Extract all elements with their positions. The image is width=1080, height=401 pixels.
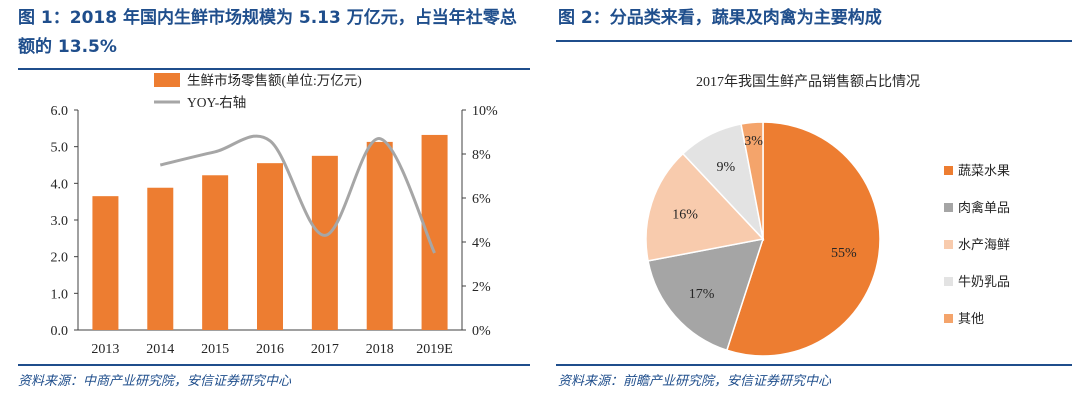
y-left-tick-label: 4.0: [51, 177, 69, 192]
pie-slice: [645, 152, 765, 262]
pie-value-label: 55%: [831, 246, 857, 261]
figure-1-top-rule: [18, 68, 530, 70]
bar: [257, 163, 283, 330]
pie-title: 2017年我国生鲜产品销售额占比情况: [696, 74, 920, 90]
legend-line-label: YOY-右轴: [187, 95, 246, 110]
bar: [202, 175, 229, 330]
y-right-tick-label: 4%: [472, 236, 491, 251]
x-tick-label: 2016: [256, 342, 284, 357]
bar: [366, 141, 393, 330]
y-right-tick-label: 2%: [472, 280, 491, 295]
legend-bar-label: 生鲜市场零售额(单位:万亿元): [187, 72, 362, 88]
pie-chart: 2017年我国生鲜产品销售额占比情况 55% 17% 16% 9% 3% 蔬菜水果肉禽单品水…: [645, 74, 1010, 357]
pie-legend-label: 肉禽单品: [958, 200, 1010, 215]
y-left-tick-label: 1.0: [51, 287, 69, 302]
y-right-tick-label: 10%: [472, 104, 498, 119]
figure-1-bottom-rule: [18, 364, 530, 366]
pie-legend-label: 蔬菜水果: [958, 163, 1010, 178]
figure-2-top-rule: [556, 40, 1072, 42]
y-right-tick-label: 0%: [472, 324, 491, 339]
y-right-tick-label: 6%: [472, 192, 491, 207]
x-tick-label: 2019E: [416, 342, 453, 357]
x-tick-label: 2015: [201, 342, 229, 357]
figure-1-panel: 图 1：2018 年国内生鲜市场规模为 5.13 万亿元，占当年社零总额的 13…: [0, 0, 536, 401]
y-left-tick-label: 5.0: [51, 141, 69, 156]
yoy-line: [159, 134, 436, 254]
pie-legend-label: 牛奶乳品: [958, 274, 1010, 289]
legend-bar-swatch: [154, 73, 180, 87]
pie-value-label: 9%: [716, 160, 735, 175]
figure-2-panel: 图 2：分品类来看，蔬果及肉禽为主要构成 2017年我国生鲜产品销售额占比情况 5…: [556, 0, 1080, 401]
figure-1-title: 图 1：2018 年国内生鲜市场规模为 5.13 万亿元，占当年社零总额的 13…: [18, 8, 517, 57]
figure-2-bottom-rule: [556, 364, 1072, 366]
figure-2-source: 资料来源：前瞻产业研究院，安信证券研究中心: [558, 374, 832, 389]
y-left-tick-label: 0.0: [51, 324, 69, 339]
pie-slice: [647, 238, 765, 352]
x-tick-label: 2018: [366, 342, 394, 357]
figure-2-title: 图 2：分品类来看，蔬果及肉禽为主要构成: [558, 8, 882, 28]
pie-legend-label: 水产海鲜: [958, 237, 1010, 252]
pie-legend-swatch: [944, 166, 953, 175]
pie-legend-swatch: [944, 314, 953, 323]
bar: [92, 196, 119, 330]
pie-slice: [725, 121, 881, 357]
pie-slice: [740, 121, 764, 240]
y-left-tick-label: 2.0: [51, 251, 69, 266]
pie-value-label: 16%: [672, 208, 698, 223]
x-tick-label: 2017: [311, 342, 339, 357]
figure-1-source: 资料来源：中商产业研究院，安信证券研究中心: [18, 374, 292, 389]
x-tick-label: 2014: [146, 342, 174, 357]
pie-legend-swatch: [944, 277, 953, 286]
y-left-tick-label: 6.0: [51, 104, 69, 119]
bar: [311, 155, 338, 330]
pie-value-label: 3%: [744, 134, 763, 149]
pie-value-label: 17%: [689, 287, 715, 302]
pie-legend-swatch: [944, 203, 953, 212]
y-right-tick-label: 8%: [472, 148, 491, 163]
bar: [147, 187, 174, 330]
pie-legend-label: 其他: [958, 311, 984, 326]
y-left-tick-label: 3.0: [51, 214, 69, 229]
x-tick-label: 2013: [91, 342, 119, 357]
pie-legend-swatch: [944, 240, 953, 249]
bar-line-chart: 0.0 1.0 2.0 3.0 4.0 5.0 6.0 0% 2% 4% 6% 8% 10% 2013 20…: [51, 72, 499, 357]
